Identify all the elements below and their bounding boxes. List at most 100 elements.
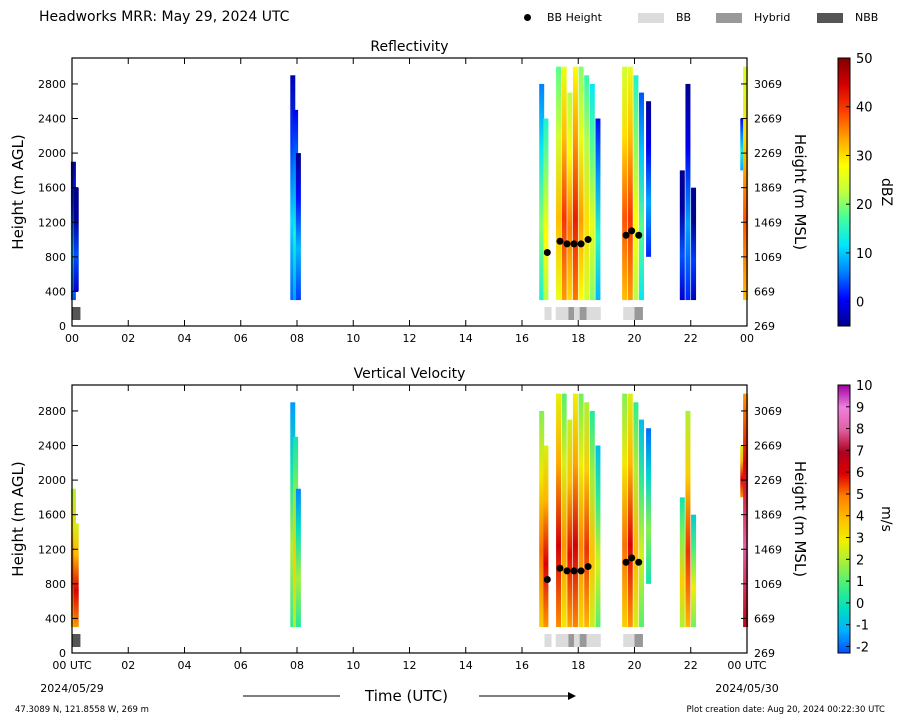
colorbar-tick-label: 9: [856, 401, 864, 416]
bb-height-dot-icon: [524, 14, 531, 21]
y2-axis-label: Height (m MSL): [791, 461, 809, 577]
start-date-label: 2024/05/29: [40, 682, 103, 695]
bb-type-bar: [555, 634, 569, 647]
echo-column: [70, 161, 76, 301]
echo-column: [584, 402, 590, 628]
y2-tick-label: 3069: [754, 405, 782, 418]
bb-height-point: [635, 558, 643, 566]
echo-column: [691, 187, 697, 301]
bb-height-point: [628, 554, 636, 562]
x-tick-label: 18: [571, 332, 585, 345]
x-tick-label: 04: [178, 659, 192, 672]
y-tick-label: 2800: [38, 405, 66, 418]
x-tick-label: 06: [234, 659, 248, 672]
bb-type-bar: [623, 634, 635, 647]
echo-column: [589, 83, 595, 301]
y2-tick-label: 669: [754, 612, 775, 625]
colorbar-tick-label: 5: [856, 488, 864, 503]
plot-frame: [71, 57, 748, 327]
bb-type-bar: [586, 307, 601, 320]
bb-type-bar: [568, 307, 575, 320]
bb-height-point: [543, 249, 551, 257]
bb-height-point: [543, 576, 551, 584]
bb-height-point: [622, 558, 630, 566]
x-tick-label: 14: [459, 659, 473, 672]
y2-tick-label: 1069: [754, 251, 782, 264]
bb-type-bar: [623, 307, 635, 320]
echo-column: [646, 101, 652, 257]
echo-column: [679, 497, 685, 628]
echo-column: [633, 75, 639, 301]
echo-column: [685, 410, 691, 628]
echo-column: [622, 393, 628, 628]
legend-bb-height: BB Height: [524, 11, 602, 24]
bb-height-point: [570, 567, 578, 575]
colorbar-tick-label: 6: [856, 466, 864, 481]
end-date-label: 2024/05/30: [715, 682, 778, 695]
colorbar-tick-label: -2: [856, 640, 869, 655]
legend-hybrid: Hybrid: [716, 11, 790, 24]
x-tick-label: 16: [515, 659, 529, 672]
x-tick-label: 00: [740, 332, 754, 345]
x-tick-label: 18: [571, 659, 585, 672]
bb-swatch-icon: [638, 12, 664, 23]
echo-column: [639, 92, 645, 301]
x-tick-label: 12: [403, 332, 417, 345]
echo-column: [639, 419, 645, 628]
echo-column: [627, 66, 633, 301]
colorbar-tick-label: 2: [856, 553, 864, 568]
bb-type-bar: [574, 307, 580, 320]
arrow-right-icon: [568, 692, 576, 700]
bb-height-point: [628, 227, 636, 235]
panel-title: Vertical Velocity: [354, 366, 466, 382]
y2-tick-label: 3069: [754, 78, 782, 91]
echo-column: [589, 410, 595, 628]
bb-type-bar: [544, 307, 552, 320]
x-tick-label: 00: [65, 332, 79, 345]
colorbar-label: m/s: [878, 506, 894, 532]
echo-column: [295, 488, 301, 628]
colorbar-tick-label: 3: [856, 532, 864, 547]
colorbar-tick-label: 30: [856, 149, 873, 164]
bb-type-bar: [555, 307, 569, 320]
bb-height-point: [563, 240, 571, 248]
legend-nbb: NBB: [817, 11, 878, 24]
y2-tick-label: 2269: [754, 474, 782, 487]
bb-height-point: [556, 237, 564, 245]
y-axis-label: Height (m AGL): [9, 461, 27, 576]
colorbar-tick-label: 50: [856, 52, 873, 67]
y2-tick-label: 2669: [754, 113, 782, 126]
hybrid-swatch-icon: [716, 12, 742, 23]
echo-column: [556, 66, 562, 301]
legend-label: BB: [676, 11, 692, 24]
colorbar: [837, 57, 851, 327]
bb-height-point: [584, 236, 592, 244]
bb-type-bar: [574, 634, 580, 647]
x-tick-label: 04: [178, 332, 192, 345]
bb-type-bar: [634, 307, 643, 320]
y-tick-label: 2400: [38, 440, 66, 453]
echo-column: [561, 66, 567, 301]
plot-frame: [71, 384, 748, 654]
y-tick-label: 400: [45, 285, 66, 298]
colorbar-tick-label: 0: [856, 597, 864, 612]
echo-column: [691, 514, 697, 628]
y-tick-label: 2400: [38, 113, 66, 126]
chart-panel-1: Reflectivity0400800120016002000240028002…: [9, 39, 894, 345]
echo-column: [543, 445, 549, 628]
bb-height-point: [563, 567, 571, 575]
bb-height-point: [584, 563, 592, 571]
y-tick-label: 1200: [38, 543, 66, 556]
y-tick-label: 400: [45, 612, 66, 625]
echo-column: [627, 393, 633, 628]
echo-column: [740, 118, 746, 171]
colorbar-tick-label: 10: [856, 247, 873, 262]
x-tick-label: 02: [121, 659, 135, 672]
panel-title: Reflectivity: [370, 39, 448, 55]
echo-column: [679, 170, 685, 301]
y2-tick-label: 1869: [754, 182, 782, 195]
colorbar-tick-label: 4: [856, 510, 864, 525]
y-tick-label: 2800: [38, 78, 66, 91]
bb-height-point: [577, 240, 585, 248]
colorbar-tick-label: 7: [856, 444, 864, 459]
